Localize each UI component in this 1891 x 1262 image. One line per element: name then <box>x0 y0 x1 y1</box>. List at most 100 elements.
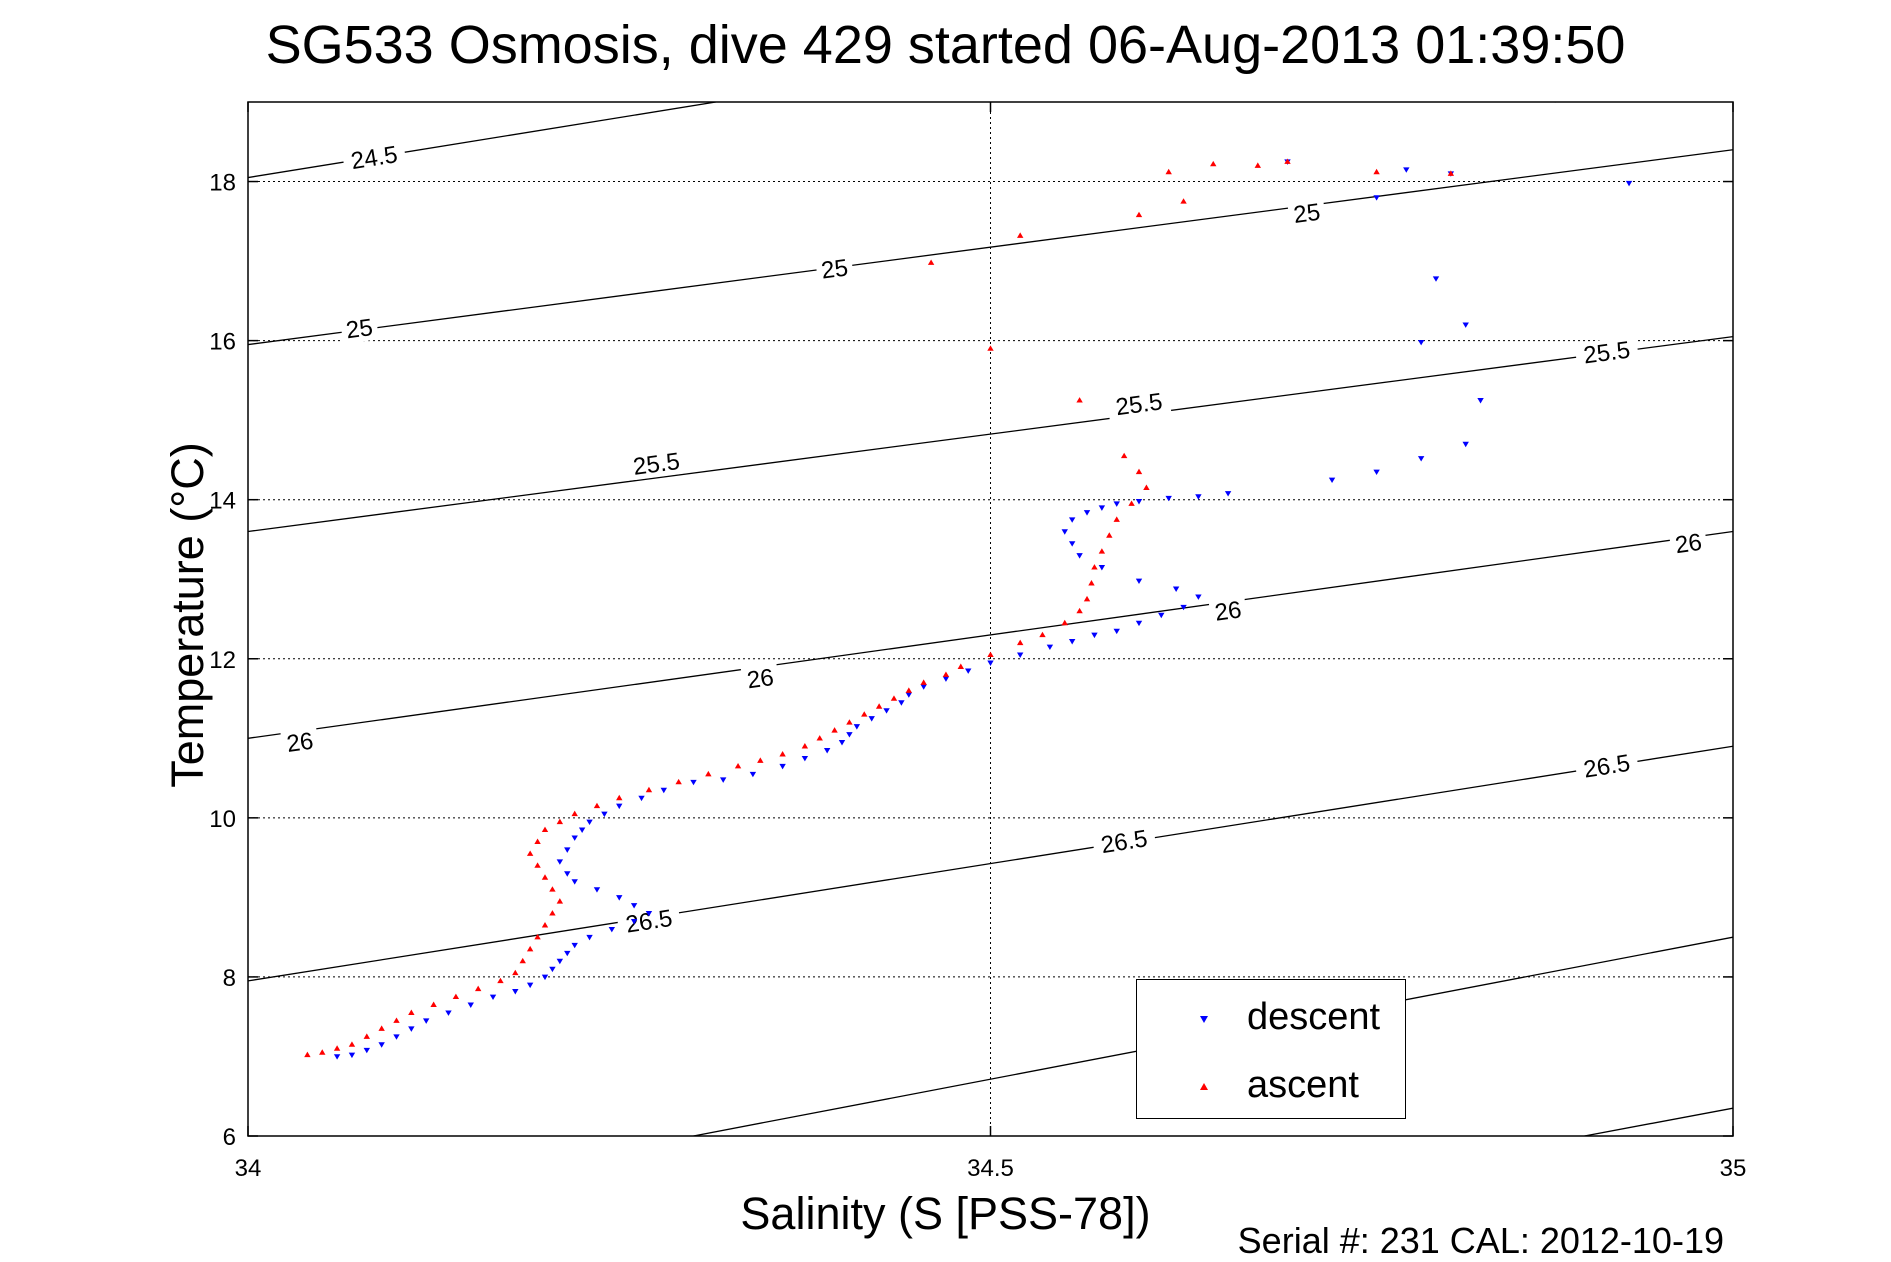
contour-line: 25 25 25 <box>248 149 1733 346</box>
descent-point <box>1373 195 1380 201</box>
descent-point <box>408 1026 415 1032</box>
contour-label-bg <box>1574 748 1640 784</box>
descent-point <box>378 1042 385 1048</box>
descent-point <box>571 942 578 949</box>
ascent-point <box>705 770 712 777</box>
contour-line: 26 26 26 26 <box>248 528 1733 758</box>
descent-point <box>801 755 809 762</box>
contour-label-bg <box>1091 824 1157 860</box>
descent-point <box>823 747 831 754</box>
descent-point <box>1113 628 1120 635</box>
contour-segment <box>248 102 716 179</box>
ascent-point <box>1165 168 1172 175</box>
contour-label: 26.5 <box>1582 750 1632 784</box>
contour-line: 25.5 25.5 25.5 <box>248 335 1733 533</box>
legend-label: descent <box>1247 996 1381 1038</box>
descent-point <box>571 835 578 841</box>
descent-point <box>1195 494 1202 500</box>
descent-point <box>1046 644 1054 651</box>
ascent-point <box>512 969 519 976</box>
x-tick-label: 34 <box>235 1155 262 1182</box>
descent-point <box>601 811 608 818</box>
ascent-point <box>645 786 653 793</box>
ascent-point <box>549 910 556 916</box>
ascent-point <box>549 886 556 892</box>
ascent-point <box>1113 516 1120 522</box>
ascent-point <box>816 735 823 741</box>
descent-point <box>630 903 638 909</box>
descent-point <box>1068 517 1076 523</box>
contour-label: 26.5 <box>1099 825 1149 859</box>
descent-point <box>630 919 638 925</box>
ascent-point <box>1088 580 1095 586</box>
descent-point <box>1061 529 1068 535</box>
descent-point <box>616 803 623 810</box>
ascent-point <box>534 862 541 868</box>
x-tick-label: 34.5 <box>967 1155 1014 1182</box>
ascent-point <box>430 1001 437 1008</box>
descent-point <box>549 966 556 973</box>
descent-point <box>512 989 519 995</box>
descent-point <box>1017 652 1024 658</box>
contour-segment <box>1554 102 1561 103</box>
ascent-point <box>534 838 541 844</box>
descent-point <box>1113 501 1120 507</box>
contour-segment <box>248 149 1733 346</box>
legend-item-descent: descent <box>1137 996 1405 1046</box>
ascent-point <box>534 933 541 940</box>
descent-point <box>1462 322 1469 328</box>
ascent-point <box>1373 168 1380 175</box>
ascent-point <box>846 719 853 725</box>
descent-point <box>645 911 653 917</box>
descent-point <box>838 740 846 746</box>
descent-point <box>660 787 667 794</box>
x-axis-label: Salinity (S [PSS-78]) <box>740 1188 1151 1239</box>
descent-point <box>489 994 497 1001</box>
ascent-point <box>348 1041 356 1047</box>
ascent-point <box>890 695 898 701</box>
contour-label: 26 <box>745 664 775 694</box>
ascent-point <box>1120 452 1128 459</box>
ascent-point <box>408 1009 415 1015</box>
ascent-point <box>319 1049 326 1055</box>
y-tick-label: 14 <box>209 488 236 515</box>
contour-label-bg <box>1208 595 1248 627</box>
descent-point <box>571 879 578 885</box>
descent-point <box>1083 510 1091 516</box>
ascent-point <box>987 345 994 351</box>
descent-point <box>1432 276 1440 282</box>
descent-point <box>965 668 972 674</box>
ascent-point <box>734 762 742 769</box>
descent-point <box>333 1054 341 1060</box>
descent-point <box>526 982 534 989</box>
ascent-point <box>1076 397 1083 403</box>
ascent-point <box>801 743 809 749</box>
ascent-point <box>1098 548 1106 554</box>
ascent-point <box>1135 211 1143 218</box>
descent-point <box>1417 456 1425 462</box>
descent-point <box>779 763 786 770</box>
descent-point <box>1477 398 1484 404</box>
ascent-point <box>333 1045 341 1051</box>
y-axis-label: Temperature (°C) <box>162 442 213 788</box>
descent-point <box>898 700 905 706</box>
ascent-point <box>474 985 482 992</box>
contour-label: 25 <box>1292 199 1322 229</box>
x-tick-label: 35 <box>1720 1155 1747 1182</box>
contour-label-bg <box>740 663 780 695</box>
ascent-point <box>571 810 578 817</box>
contour-label-bg <box>1574 335 1640 370</box>
legend-item-ascent: ascent <box>1137 1064 1405 1114</box>
ascent-point <box>905 687 913 693</box>
y-tick-label: 16 <box>209 329 236 356</box>
y-tick-label: 6 <box>223 1124 236 1151</box>
ascent-point <box>1017 639 1024 646</box>
contour-segment <box>248 530 1733 739</box>
descent-point <box>1180 604 1187 611</box>
descent-point <box>1328 477 1336 484</box>
descent-point <box>445 1010 452 1016</box>
descent-point <box>616 895 623 901</box>
contour-label: 25.5 <box>1582 337 1632 370</box>
ascent-point <box>1083 595 1091 602</box>
